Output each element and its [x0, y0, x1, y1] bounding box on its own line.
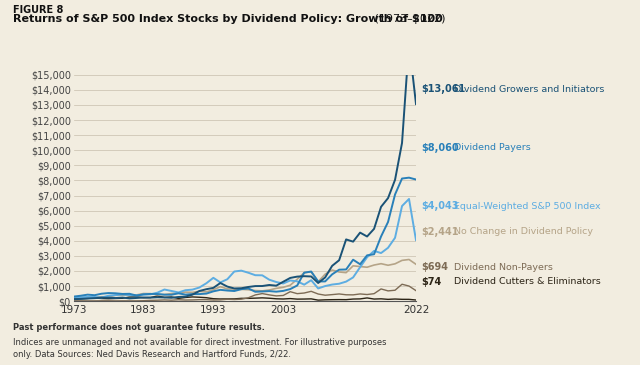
Text: Returns of S&P 500 Index Stocks by Dividend Policy: Growth of $100: Returns of S&P 500 Index Stocks by Divid… [13, 14, 442, 23]
Text: $74: $74 [421, 277, 442, 287]
Text: $13,061: $13,061 [421, 84, 465, 95]
Text: Equal-Weighted S&P 500 Index: Equal-Weighted S&P 500 Index [454, 202, 601, 211]
Text: Dividend Growers and Initiators: Dividend Growers and Initiators [454, 85, 605, 94]
Text: $8,060: $8,060 [421, 143, 459, 153]
Text: Dividend Payers: Dividend Payers [454, 143, 531, 152]
Text: only. Data Sources: Ned Davis Research and Hartford Funds, 2/22.: only. Data Sources: Ned Davis Research a… [13, 350, 291, 359]
Text: Past performance does not guarantee future results.: Past performance does not guarantee futu… [13, 323, 265, 332]
Text: $4,043: $4,043 [421, 201, 459, 211]
Text: $694: $694 [421, 262, 448, 272]
Text: Dividend Cutters & Eliminators: Dividend Cutters & Eliminators [454, 277, 601, 286]
Text: No Change in Dividend Policy: No Change in Dividend Policy [454, 227, 593, 236]
Text: FIGURE 8: FIGURE 8 [13, 5, 63, 15]
Text: $2,441: $2,441 [421, 227, 459, 237]
Text: Dividend Non-Payers: Dividend Non-Payers [454, 263, 553, 272]
Text: Indices are unmanaged and not available for direct investment. For illustrative : Indices are unmanaged and not available … [13, 338, 387, 347]
Text: (1973–2022): (1973–2022) [371, 14, 445, 23]
